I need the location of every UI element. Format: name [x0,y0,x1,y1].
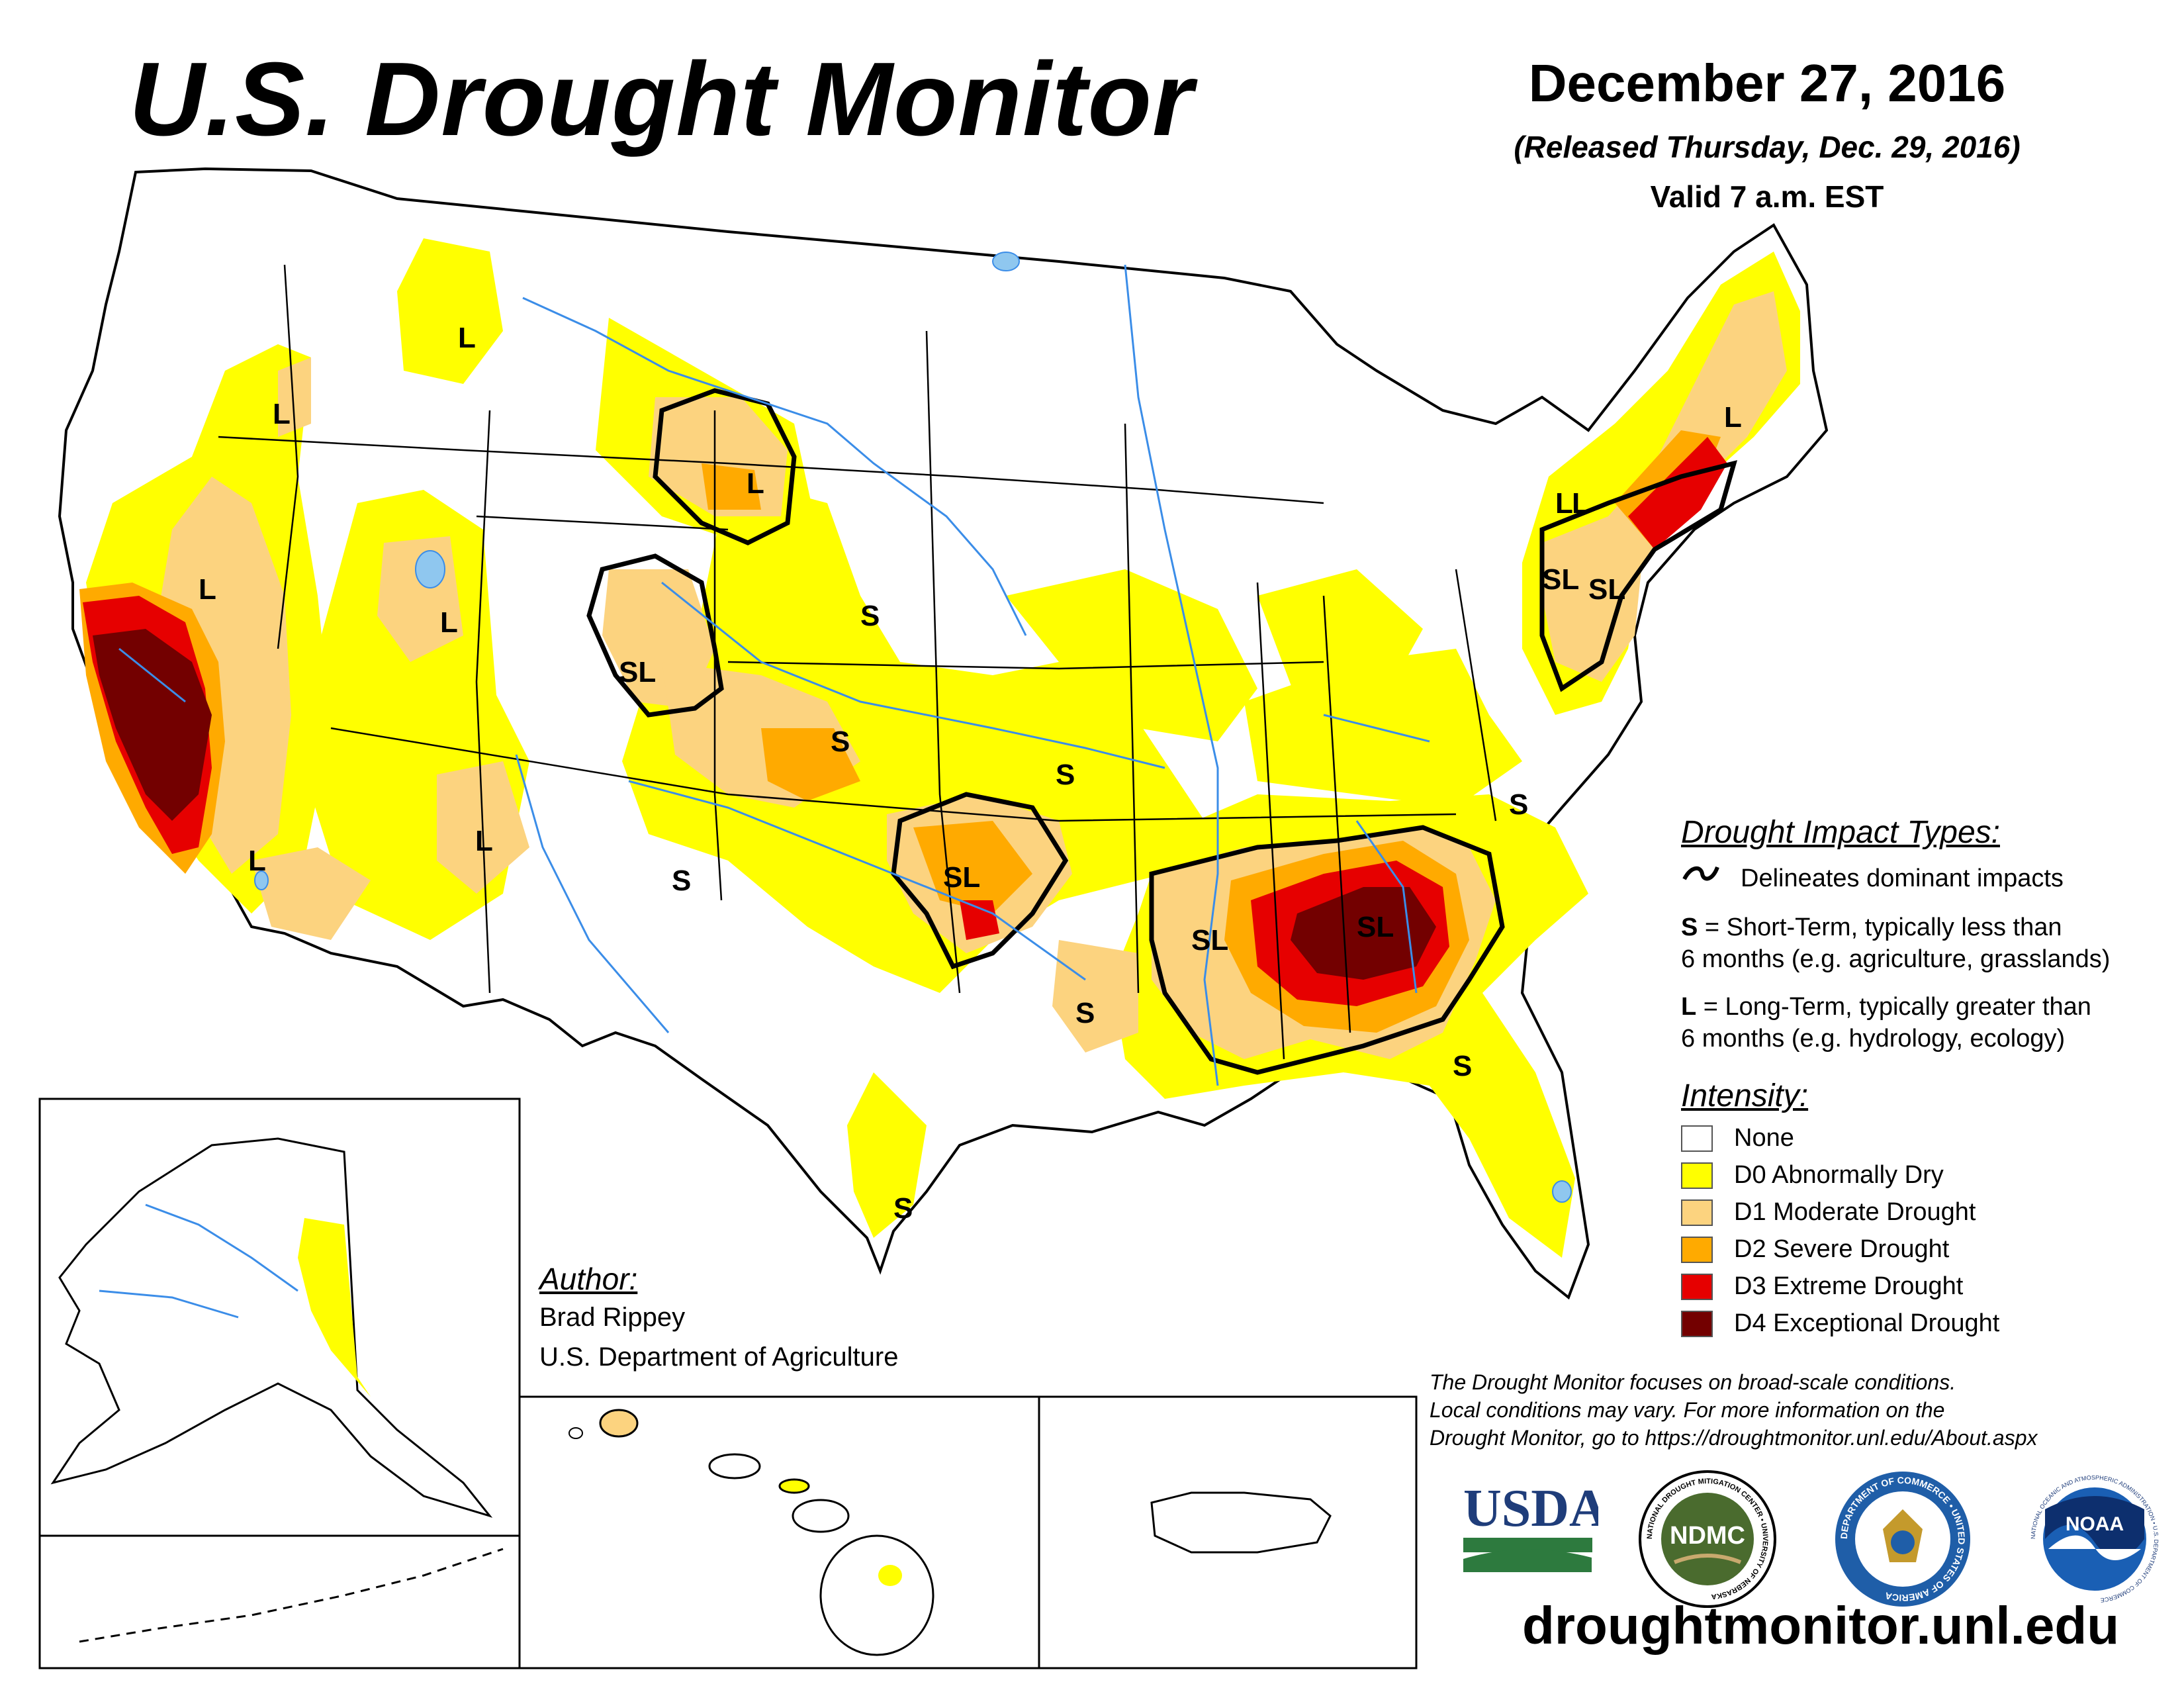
map-label: S [831,726,850,758]
map-label: L [1572,487,1590,520]
short-term-line2: 6 months (e.g. agriculture, grasslands) [1681,945,2111,973]
note-line-1: The Drought Monitor focuses on broad-sca… [1430,1370,1956,1394]
legend-d1: D1 Moderate Drought [1734,1198,1976,1226]
map-label: S [1509,788,1528,821]
legend-d3: D3 Extreme Drought [1734,1272,1964,1300]
map-label: SL [1191,924,1228,957]
map-label: L [440,606,458,639]
lakes [254,252,1572,1203]
hawaii-inset [518,1395,1040,1669]
s-key: S [1681,914,1698,941]
long-term-line2: 6 months (e.g. hydrology, ecology) [1681,1025,2066,1053]
map-label: L [273,398,291,430]
map-date: December 27, 2016 [1528,54,2006,113]
map-label: L [747,467,764,500]
legend-none: None [1734,1124,1794,1152]
legend-d0: D0 Abnormally Dry [1734,1161,1944,1189]
swatch-d2 [1681,1237,1713,1263]
aleutian-inset [38,1534,521,1669]
map-label: S [860,600,880,632]
map-label: SL [1357,911,1394,943]
map-label: SL [619,656,656,688]
release-date: (Released Thursday, Dec. 29, 2016) [1514,130,2021,164]
state-boundaries [218,264,1497,1060]
author-name: Brad Rippey [539,1303,686,1332]
doc-seal: DEPARTMENT OF COMMERCE • UNITED STATES O… [1835,1472,1970,1607]
note-line-2: Local conditions may vary. For more info… [1430,1398,1945,1422]
author-heading: Author: [539,1262,638,1296]
puerto-rico-inset [1038,1395,1418,1669]
usda-logo-text: USDA [1463,1479,1598,1538]
alaska-inset [38,1098,521,1537]
map-label: S [1453,1050,1472,1082]
l-desc-1: = Long-Term, typically greater than [1696,993,2091,1021]
usda-logo: USDA [1463,1479,1598,1572]
delineation-line-icon [1682,866,1719,881]
legend-d4: D4 Exceptional Drought [1734,1309,2000,1337]
note-line-3: Drought Monitor, go to https://droughtmo… [1430,1426,2038,1450]
map-label: S [893,1192,913,1225]
map-label: SL [943,861,980,894]
map-label: L [248,845,266,877]
noaa-logo-text: NOAA [2066,1513,2124,1535]
long-term-line1: L = Long-Term, typically greater than [1681,993,2091,1021]
valid-time: Valid 7 a.m. EST [1650,179,1884,214]
map-label: S [1075,997,1095,1029]
delineates-text: Delineates dominant impacts [1741,865,2064,892]
rivers [118,264,1430,1086]
swatch-d0 [1681,1162,1713,1189]
noaa-logo: NATIONAL OCEANIC AND ATMOSPHERIC ADMINIS… [2030,1474,2160,1604]
page-title: U.S. Drought Monitor [129,41,1194,158]
puerto-rico-outline [1150,1491,1332,1554]
map-label: S [672,865,691,897]
map-label: L [458,322,476,354]
map-label: S [1056,759,1075,791]
map-label: L [199,573,216,606]
site-url[interactable]: droughtmonitor.unl.edu [1522,1596,2120,1655]
swatch-none [1681,1125,1713,1152]
swatch-d1 [1681,1199,1713,1226]
alaska-outline [50,1137,493,1518]
s-desc-1: = Short-Term, typically less than [1698,914,2062,941]
map-label: SL [1588,573,1625,606]
legend-d2: D2 Severe Drought [1734,1235,1950,1263]
short-term-line1: S = Short-Term, typically less than [1681,914,2062,942]
d4-areas [93,629,1436,980]
ndmc-logo-text: NDMC [1670,1522,1745,1550]
impact-lines [586,388,1738,1075]
swatch-d3 [1681,1274,1713,1300]
ndmc-logo: NATIONAL DROUGHT MITIGATION CENTER • UNI… [1639,1470,1776,1608]
intensity-legend: None D0 Abnormally Dry D1 Moderate Droug… [1681,1124,2144,1364]
l-key: L [1681,993,1697,1021]
map-label: L [475,825,493,857]
swatch-d4 [1681,1311,1713,1337]
intensity-heading: Intensity: [1681,1078,1809,1113]
map-label: SL [1542,563,1579,596]
impact-types-heading: Drought Impact Types: [1681,815,2000,850]
map-label: L [1724,401,1742,434]
map-label: L [1555,487,1573,520]
author-org: U.S. Department of Agriculture [539,1342,899,1372]
